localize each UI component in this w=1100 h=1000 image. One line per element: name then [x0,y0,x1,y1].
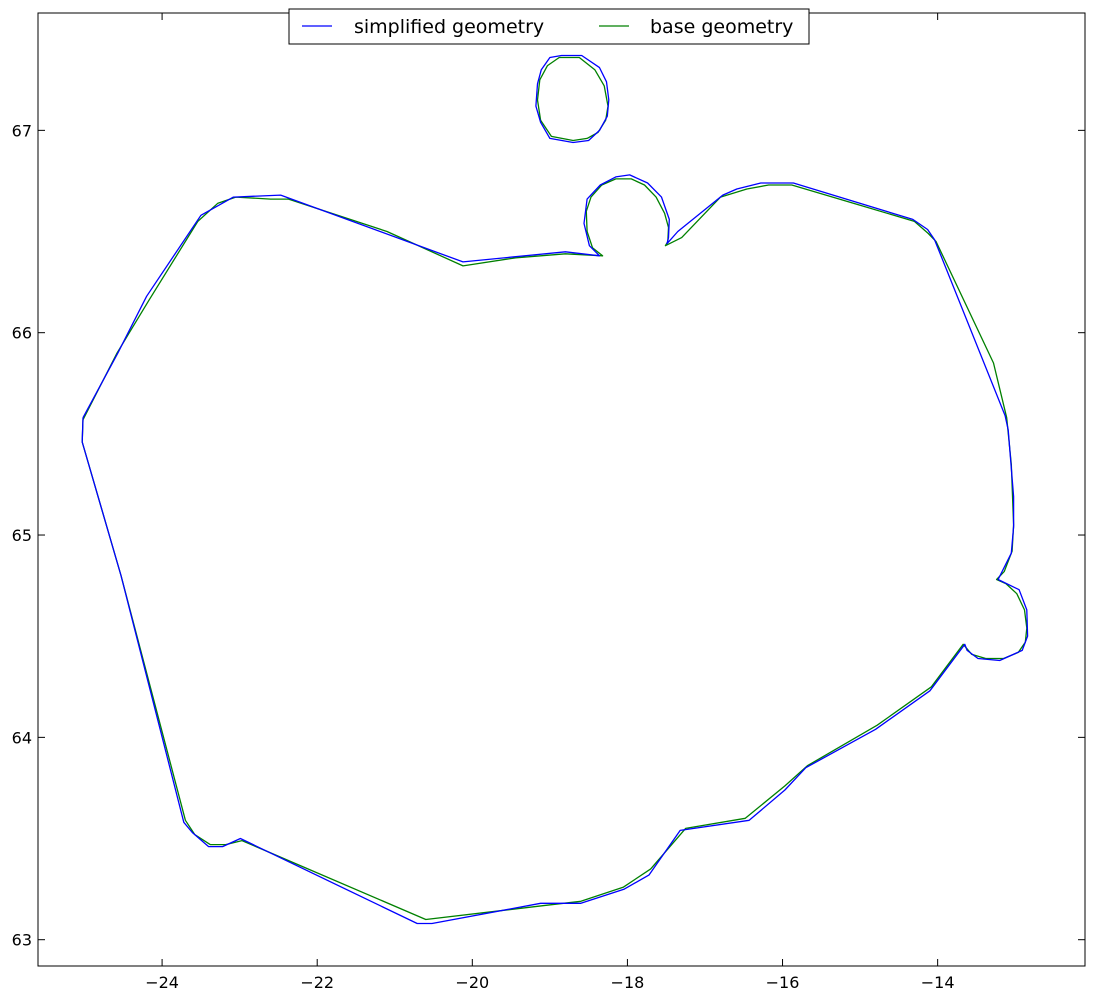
x-tick-label: −14 [921,973,955,992]
legend-label-simplified-geometry: simplified geometry [354,16,544,38]
legend-box [288,8,810,45]
legend-label-base-geometry: base geometry [650,16,793,38]
y-tick-label: 64 [12,728,32,747]
y-tick-label: 65 [12,526,32,545]
simplified-geometry-outline-1 [535,54,610,144]
legend: simplified geometry base geometry [288,8,810,45]
x-tick-label: −20 [455,973,489,992]
series-layer [81,54,1029,925]
tick-layer: −24 −22 −20 −18 −16 −14 63 64 65 66 67 [12,13,1085,992]
y-tick-label: 63 [12,931,32,950]
x-tick-label: −16 [766,973,800,992]
x-tick-label: −22 [300,973,334,992]
simplified-geometry-outline-0 [81,174,1029,925]
y-tick-label: 67 [12,121,32,140]
x-tick-label: −24 [145,973,179,992]
y-tick-label: 66 [12,324,32,343]
x-tick-label: −18 [611,973,645,992]
